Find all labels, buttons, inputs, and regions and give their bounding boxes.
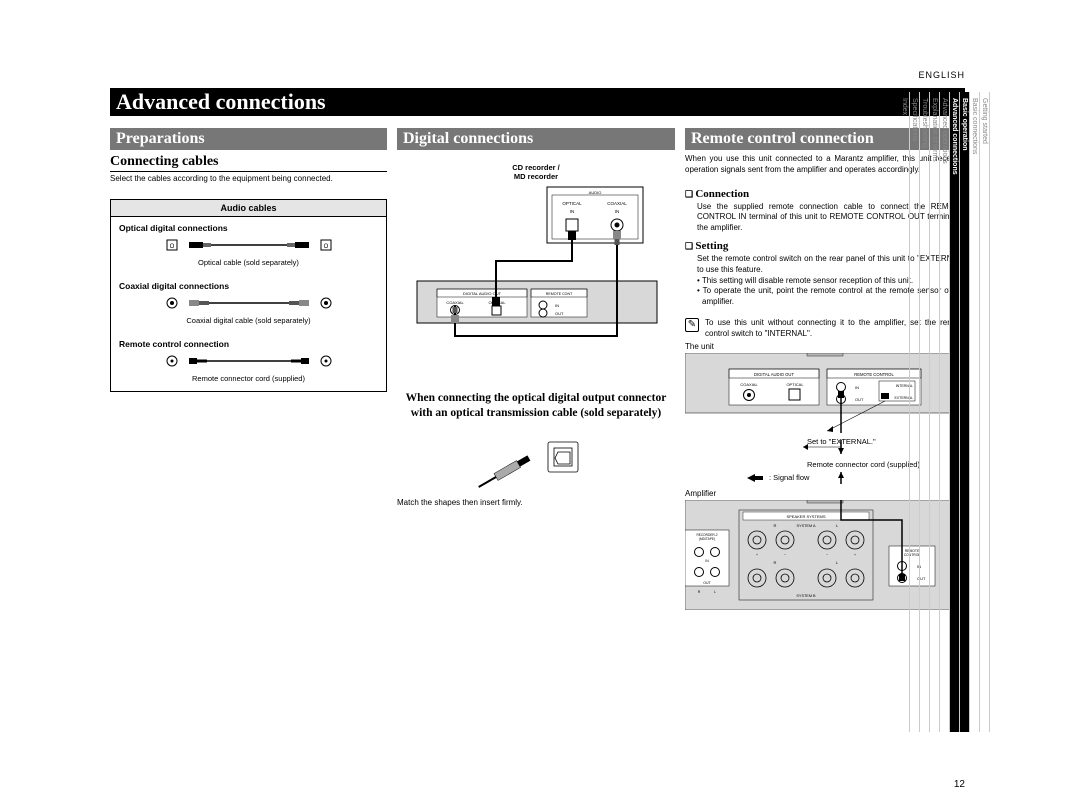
remote-cable-icon [119,353,378,371]
tab: Basic connections [970,92,980,732]
svg-text:R: R [774,560,777,565]
digital-connection-diagram: AUDIO OPTICAL COAXIAL IN IN DIGITAL AUDI… [397,181,675,383]
side-tabs: Getting started Basic connections Basic … [978,92,990,732]
svg-text:IN: IN [570,209,575,214]
svg-text:+: + [854,553,856,557]
device-label: CD recorder / MD recorder [397,164,675,181]
caption: Optical cable (sold separately) [119,258,378,267]
svg-text:IN: IN [705,559,709,563]
optical-section: Optical digital connections O O Optical … [111,217,386,275]
svg-text:REMOTE CONT: REMOTE CONT [546,292,573,296]
svg-text:OUT: OUT [703,581,711,585]
svg-text:IN: IN [615,209,620,214]
language-label: ENGLISH [918,70,965,80]
columns: Preparations Connecting cables Select th… [110,128,965,612]
svg-text:O: O [323,244,328,250]
svg-text:O: O [169,244,174,250]
svg-text:OUT: OUT [555,311,564,316]
tab: Index [900,92,910,732]
svg-text:OUT: OUT [855,397,864,402]
line: with an optical transmission cable (sold… [411,407,661,419]
tab: Troubleshooting [920,92,930,732]
remote-section: Remote control connection Remote connect… [111,333,386,391]
caption-flow: : Signal flow [769,473,809,482]
svg-text:−: − [826,553,828,557]
caption: Coaxial digital cable (sold separately) [119,316,378,325]
section-header: Preparations [110,128,387,150]
svg-text:−: − [784,553,786,557]
svg-text:(MD/TAPE): (MD/TAPE) [699,537,715,541]
audio-cables-box: Audio cables Optical digital connections… [110,199,387,392]
svg-text:SPEAKER SYSTEMS: SPEAKER SYSTEMS [786,514,825,519]
manual-page: ENGLISH Advanced connections Preparation… [110,70,965,770]
svg-text:IN: IN [855,385,859,390]
svg-text:AUDIO: AUDIO [589,190,602,195]
optical-cable-icon: O O [119,237,378,255]
svg-text:L: L [714,590,716,594]
page-title: Advanced connections [110,88,965,116]
line: When connecting the optical digital outp… [406,392,667,404]
tab: Advanced connections [950,92,960,732]
body-text: Select the cables according to the equip… [110,174,387,185]
svg-text:OPTICAL: OPTICAL [786,382,804,387]
tab: Getting started [980,92,990,732]
section-header: Digital connections [397,128,675,150]
svg-text:DIGITAL AUDIO OUT: DIGITAL AUDIO OUT [754,372,794,377]
line: MD recorder [514,172,558,181]
col-preparations: Preparations Connecting cables Select th… [110,128,387,612]
svg-text:IN: IN [555,303,559,308]
tab: Advanced operations [940,92,950,732]
coaxial-section: Coaxial digital connections Coaxial digi… [111,275,386,333]
label: Optical digital connections [119,223,378,233]
svg-text:SYSTEM A: SYSTEM A [797,524,816,528]
label: Coaxial digital connections [119,281,378,291]
box-title: Audio cables [111,200,386,217]
page-number: 12 [954,779,965,790]
col-digital: Digital connections CD recorder / MD rec… [397,128,675,612]
svg-text:+: + [756,553,758,557]
bold-note: When connecting the optical digital outp… [397,391,675,420]
svg-text:R: R [774,523,777,528]
caption: Remote connector cord (supplied) [119,374,378,383]
svg-text:COAXIAL: COAXIAL [740,382,758,387]
svg-text:REMOTE CONTROL: REMOTE CONTROL [854,372,894,377]
svg-text:COAXIAL: COAXIAL [446,300,464,305]
svg-text:OPTICAL: OPTICAL [562,201,582,206]
tab: Explanation of terms [930,92,940,732]
svg-text:SYSTEM B: SYSTEM B [796,594,816,598]
plug-insert-diagram [397,432,675,494]
pencil-note-icon: ✎ [685,318,699,332]
sub-header: Connecting cables [110,154,387,172]
tab: Specifications [910,92,920,732]
tip-text: Match the shapes then insert firmly. [397,498,675,509]
svg-text:COAXIAL: COAXIAL [607,201,627,206]
label: Remote control connection [119,339,378,349]
tab: Basic operation [960,92,970,732]
coaxial-cable-icon [119,295,378,313]
